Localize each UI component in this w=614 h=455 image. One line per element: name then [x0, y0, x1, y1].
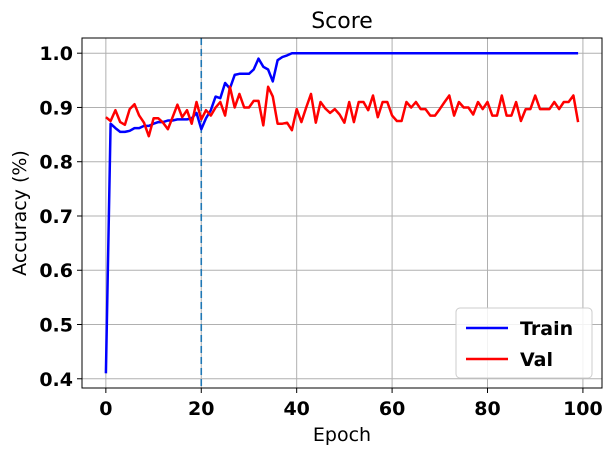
y-tick-label: 0.4	[39, 369, 73, 391]
series-layer	[104, 51, 580, 374]
series-line-train	[104, 51, 579, 374]
y-tick-label: 0.8	[39, 152, 73, 174]
x-tick-label: 100	[563, 398, 603, 420]
y-tick-label: 1.0	[39, 43, 73, 65]
legend: Train Val	[455, 307, 593, 379]
ticks: 0 20 40 60 80 100 0.4 0.5 0.6 0.7 0.8 0.9 1.0	[39, 43, 602, 420]
x-tick-label: 20	[188, 398, 214, 420]
x-tick-label: 60	[379, 398, 405, 420]
legend-label-train: Train	[520, 318, 573, 340]
chart-title: Score	[311, 9, 373, 34]
plot-frame	[81, 37, 603, 389]
y-tick-label: 0.7	[39, 206, 73, 228]
x-tick-label: 0	[99, 398, 112, 420]
x-tick-label: 80	[474, 398, 500, 420]
y-tick-label: 0.6	[39, 260, 73, 282]
series-line-val	[105, 85, 580, 138]
y-tick-label: 0.9	[39, 97, 73, 119]
legend-label-val: Val	[520, 349, 553, 371]
legend-box	[455, 307, 593, 379]
y-tick-label: 0.5	[39, 315, 73, 337]
x-tick-label: 40	[283, 398, 309, 420]
x-axis-label: Epoch	[313, 424, 371, 446]
y-axis-label: Accuracy (%)	[9, 150, 31, 276]
